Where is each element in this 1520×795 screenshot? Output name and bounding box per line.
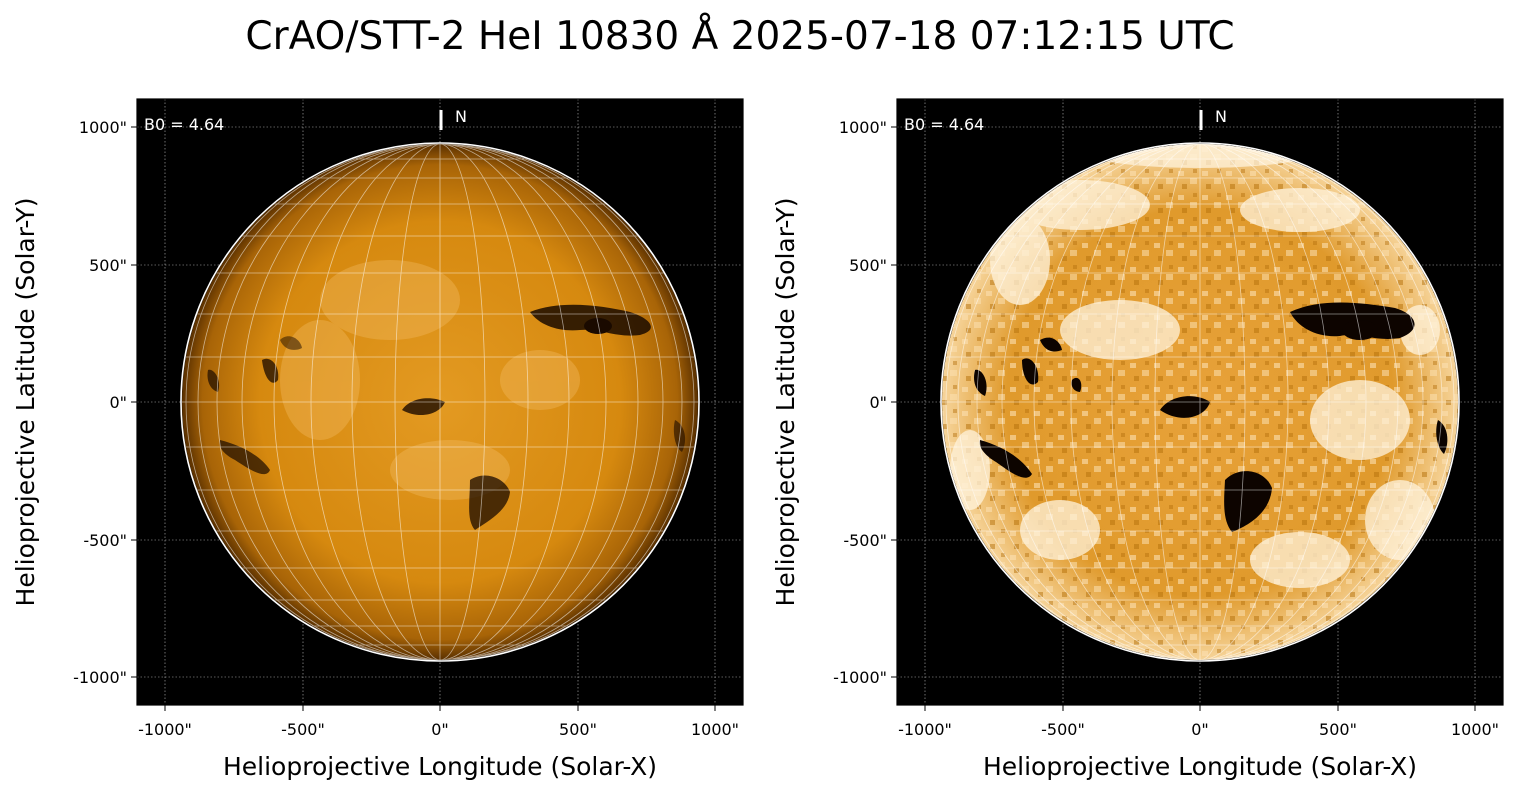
x-tick-label: 1000" <box>691 720 739 739</box>
solar-disk <box>180 142 700 662</box>
b0-label: B0 = 4.64 <box>904 115 984 134</box>
x-tick-labels: -1000" -500" 0" 500" 1000" <box>138 720 739 739</box>
solar-image-panel-left: N B0 = 4.64 1000" 500" 0" -500" -1000" -… <box>11 98 744 781</box>
bright-plage-regions <box>280 260 580 500</box>
figure-title: CrAO/STT-2 HeI 10830 Å 2025-07-18 07:12:… <box>245 14 1235 59</box>
axis-grid <box>897 99 1503 705</box>
solar-disk-enhanced <box>940 142 1460 662</box>
y-tick-label: -1000" <box>833 668 887 687</box>
y-tick-label: -500" <box>83 531 127 550</box>
y-tick-labels: 1000" 500" 0" -500" -1000" <box>833 118 887 687</box>
y-tick-label: 0" <box>869 393 887 412</box>
x-tick-label: 0" <box>1191 720 1209 739</box>
x-tick-labels: -1000" -500" 0" 500" 1000" <box>898 720 1499 739</box>
plot-frame <box>896 98 1504 706</box>
x-tick-label: -1000" <box>898 720 952 739</box>
y-tick-labels: 1000" 500" 0" -500" -1000" <box>73 118 127 687</box>
x-tick-label: 500" <box>1319 720 1357 739</box>
solar-limb <box>180 142 700 662</box>
x-tick-label: 1000" <box>1451 720 1499 739</box>
x-tick-label: 500" <box>559 720 597 739</box>
solar-limb <box>940 142 1460 662</box>
north-label: N <box>455 107 467 126</box>
image-background <box>897 99 1503 705</box>
x-axis-label: Helioprojective Longitude (Solar-X) <box>223 752 657 781</box>
b0-label: B0 = 4.64 <box>144 115 224 134</box>
y-axis-label: Helioprojective Latitude (Solar-Y) <box>11 198 40 607</box>
bright-plage-regions <box>950 144 1440 588</box>
y-tick-label: 1000" <box>79 118 127 137</box>
x-tick-label: -500" <box>281 720 325 739</box>
y-tick-label: 500" <box>849 256 887 275</box>
y-tick-label: 1000" <box>839 118 887 137</box>
coordinate-grid-lines <box>942 144 1458 660</box>
y-axis-label: Helioprojective Latitude (Solar-Y) <box>771 198 800 607</box>
coordinate-grid-lines <box>182 144 698 660</box>
x-axis-label: Helioprojective Longitude (Solar-X) <box>983 752 1417 781</box>
x-tick-label: -1000" <box>138 720 192 739</box>
y-tick-label: -1000" <box>73 668 127 687</box>
y-tick-label: -500" <box>843 531 887 550</box>
y-tick-label: 500" <box>89 256 127 275</box>
x-tick-label: 0" <box>431 720 449 739</box>
dark-filaments <box>974 302 1448 532</box>
y-tick-label: 0" <box>109 393 127 412</box>
dark-filaments <box>207 304 686 530</box>
north-label: N <box>1215 107 1227 126</box>
x-tick-label: -500" <box>1041 720 1085 739</box>
